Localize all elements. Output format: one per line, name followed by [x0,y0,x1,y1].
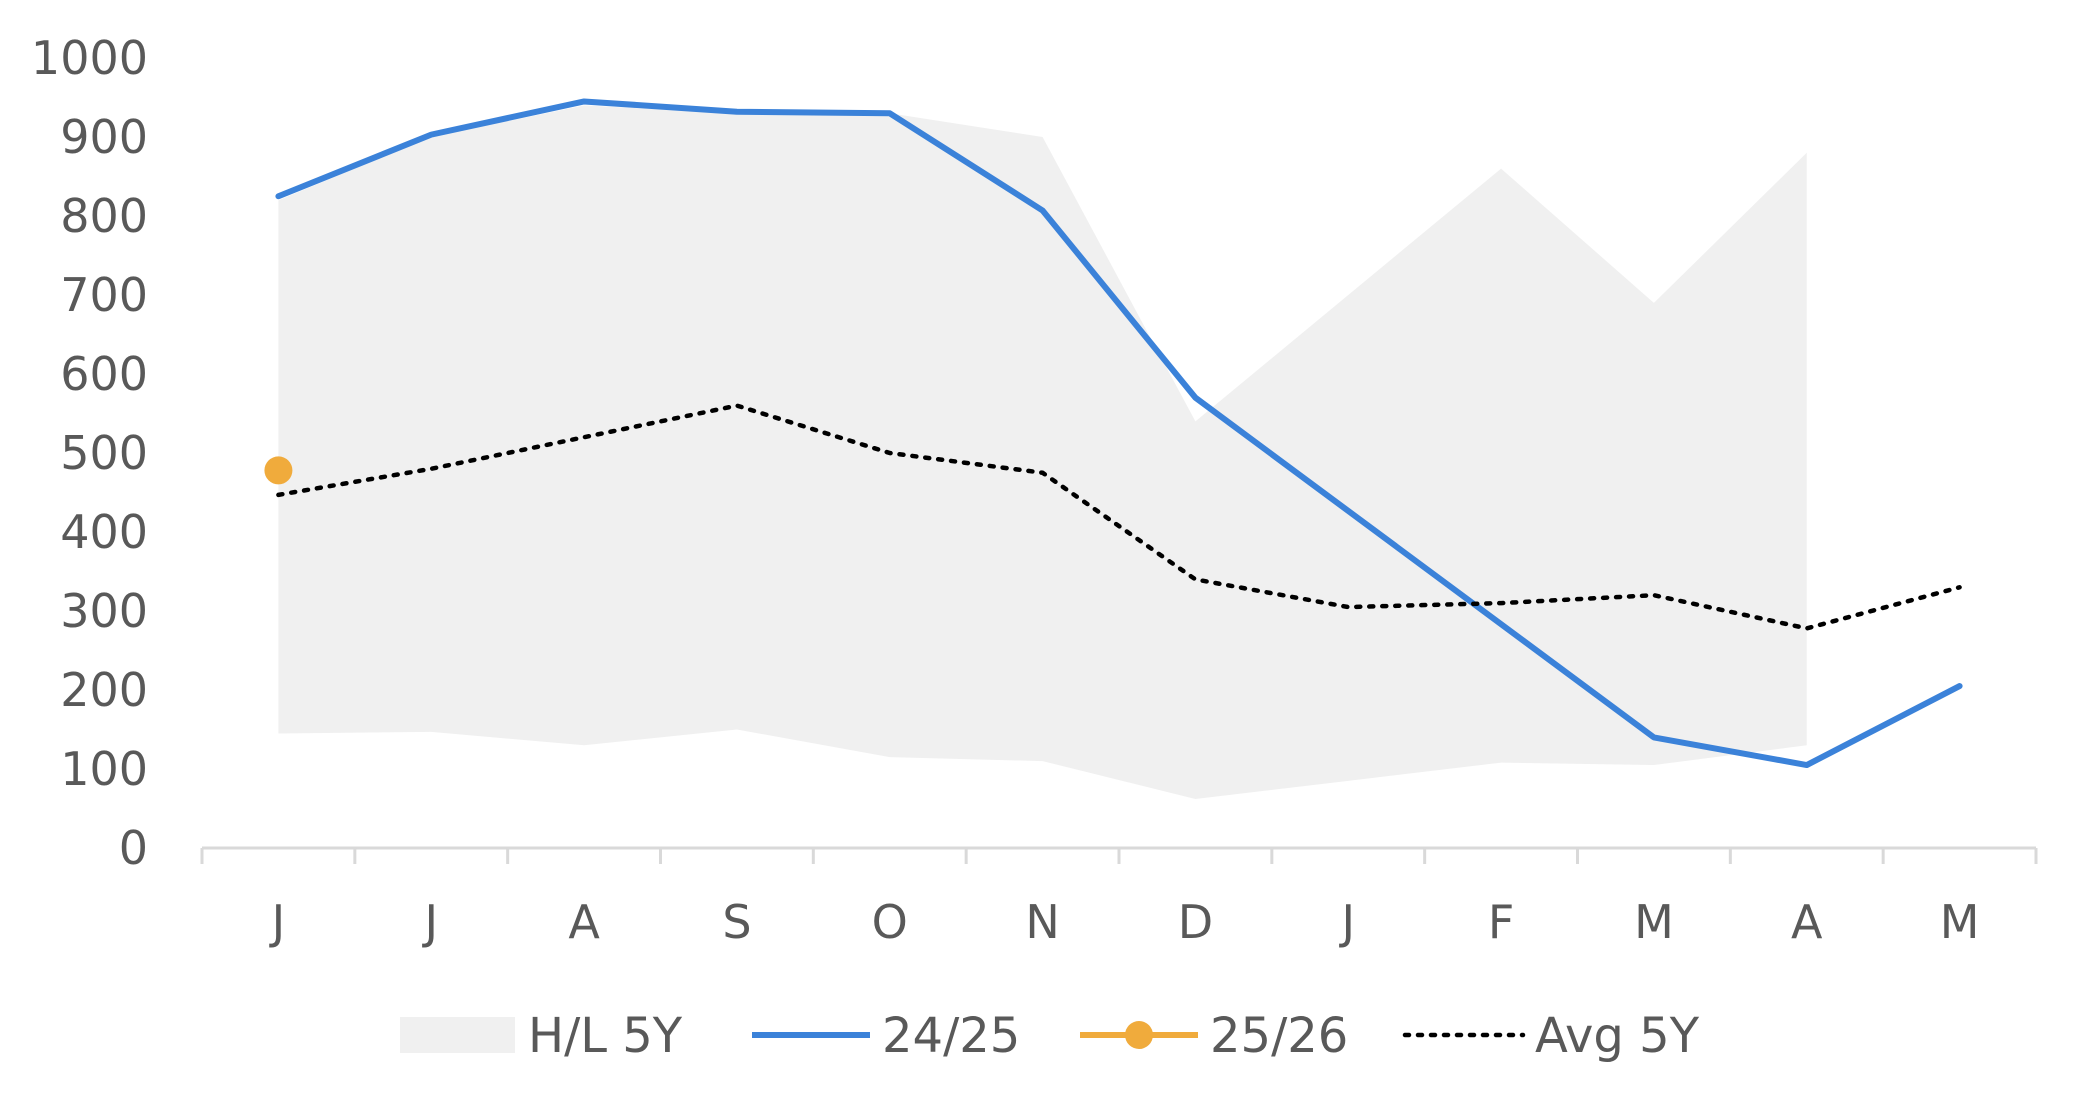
axis-layer: 0 100 200 300 400 500 600 700 800 900 1000 J J A S O N D J… [31,31,2038,949]
legend-swatch-band [400,1017,515,1053]
series-layer [264,98,1963,769]
x-tick-label: N [1025,895,1059,949]
x-tick-label: M [1634,895,1674,949]
legend-label: 24/25 [882,1008,1020,1064]
y-tick-label: 300 [60,584,148,638]
y-tick-label: 500 [60,426,148,480]
x-tick-label: A [568,895,600,949]
y-tick-label: 1000 [31,31,148,85]
y-tick-label: 600 [60,347,148,401]
legend: H/L 5Y 24/25 25/26 Avg 5Y [400,1008,1700,1064]
legend-label: 25/26 [1210,1008,1348,1064]
x-tick-label: A [1791,895,1823,949]
y-tick-label: 800 [60,189,148,243]
legend-swatch-25-26-marker [1125,1021,1153,1049]
x-tick-label: S [722,895,751,949]
y-tick-label: 700 [60,268,148,322]
legend-label: Avg 5Y [1535,1008,1700,1064]
x-tick-label: J [1338,895,1355,949]
legend-label: H/L 5Y [528,1008,683,1064]
x-tick-label: D [1178,895,1213,949]
band-area [278,105,1807,800]
x-tick-label: O [872,895,908,949]
y-tick-label: 100 [60,742,148,796]
series-line-avg-5y [276,403,1962,631]
x-tick-label: F [1488,895,1514,949]
y-tick-label: 200 [60,663,148,717]
x-tick-label: J [269,895,286,949]
x-tick-label: J [421,895,438,949]
x-tick-label: M [1940,895,1980,949]
y-tick-label: 0 [119,821,148,875]
band-layer [278,105,1807,800]
series-point-25-26 [264,456,293,485]
y-tick-label: 400 [60,505,148,559]
series-line-24-25 [275,98,1963,769]
y-tick-label: 900 [60,110,148,164]
